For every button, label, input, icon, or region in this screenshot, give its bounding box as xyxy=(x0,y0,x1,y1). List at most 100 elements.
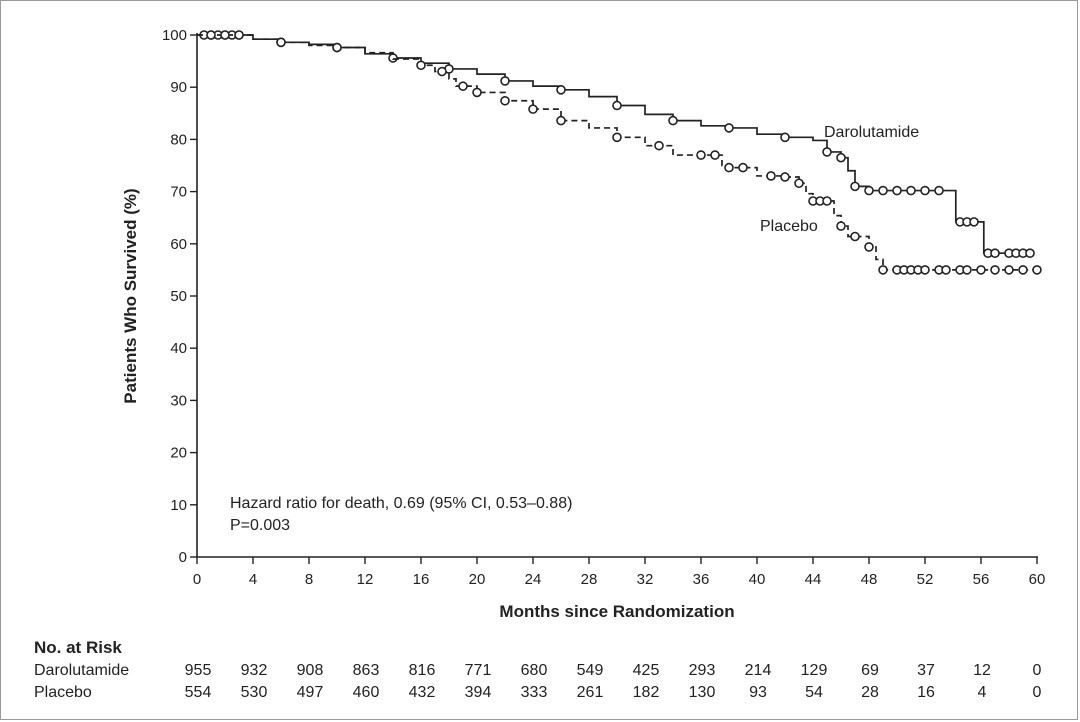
risk-value-darolutamide: 129 xyxy=(801,662,828,679)
censor-mark-placebo xyxy=(276,37,286,48)
risk-value-darolutamide: 771 xyxy=(465,662,492,679)
x-tick-label: 8 xyxy=(305,571,313,588)
risk-value-darolutamide: 863 xyxy=(353,662,380,679)
censor-mark-placebo xyxy=(976,265,986,275)
risk-value-placebo: 54 xyxy=(805,684,823,701)
risk-value-darolutamide: 549 xyxy=(577,662,604,679)
censor-mark-placebo xyxy=(864,242,874,252)
x-axis-title: Months since Randomization xyxy=(499,602,734,621)
risk-table-values: 955 932 908 863 816 771 680 549 425 293 214 129 69 37… xyxy=(185,662,1042,701)
y-tick-label: 90 xyxy=(170,79,187,96)
censor-mark-placebo xyxy=(724,162,734,173)
censor-mark-placebo xyxy=(332,42,342,53)
x-tick-label: 0 xyxy=(193,571,201,588)
censor-mark-darolutamide xyxy=(920,185,930,196)
risk-value-placebo: 333 xyxy=(521,684,548,701)
risk-value-placebo: 394 xyxy=(465,684,492,701)
censor-mark-darolutamide xyxy=(388,53,398,63)
x-tick-label: 32 xyxy=(637,571,654,588)
censor-mark-placebo xyxy=(437,66,447,77)
censor-mark-darolutamide xyxy=(668,115,678,126)
series-label-darolutamide: Darolutamide xyxy=(824,124,919,141)
risk-value-darolutamide: 955 xyxy=(185,662,212,679)
risk-value-darolutamide: 0 xyxy=(1033,662,1042,679)
series-line-darolutamide xyxy=(197,34,1030,255)
hazard-ratio-annotation: Hazard ratio for death, 0.69 (95% CI, 0.… xyxy=(230,495,572,512)
censor-mark-darolutamide xyxy=(612,100,622,111)
censor-mark-placebo xyxy=(780,172,790,182)
risk-value-placebo: 16 xyxy=(917,684,935,701)
risk-value-darolutamide: 37 xyxy=(917,662,935,679)
x-tick-label: 60 xyxy=(1029,571,1046,588)
x-tick-label: 48 xyxy=(861,571,878,588)
censor-mark-placebo xyxy=(962,265,972,275)
y-tick-label: 80 xyxy=(170,131,187,148)
censor-mark-placebo xyxy=(1004,265,1014,275)
y-tick-label: 30 xyxy=(170,392,187,409)
censor-mark-darolutamide xyxy=(934,185,944,196)
risk-value-darolutamide: 214 xyxy=(745,662,772,679)
censor-mark-placebo xyxy=(794,178,804,189)
risk-value-darolutamide: 816 xyxy=(409,662,436,679)
risk-value-darolutamide: 69 xyxy=(861,662,879,679)
plot-area xyxy=(197,30,1042,275)
censor-mark-placebo xyxy=(1018,265,1028,275)
censor-mark-darolutamide xyxy=(969,217,979,227)
censor-mark-darolutamide xyxy=(780,132,790,143)
risk-value-darolutamide: 680 xyxy=(521,662,548,679)
x-tick-label: 4 xyxy=(249,571,257,588)
censor-mark-placebo xyxy=(990,265,1000,275)
x-tick-label: 20 xyxy=(469,571,486,588)
x-tick-label: 56 xyxy=(973,571,990,588)
censor-mark-darolutamide xyxy=(990,248,1000,258)
risk-value-placebo: 130 xyxy=(689,684,716,701)
y-tick-label: 40 xyxy=(170,340,187,357)
x-tick-label: 36 xyxy=(693,571,710,588)
censor-mark-darolutamide xyxy=(556,85,566,95)
y-axis-title: Patients Who Survived (%) xyxy=(121,188,140,403)
censor-mark-placebo xyxy=(941,265,951,275)
censor-mark-darolutamide xyxy=(836,152,846,163)
y-tick-label: 100 xyxy=(162,27,187,44)
censor-mark-placebo xyxy=(528,104,538,114)
y-tick-label: 0 xyxy=(179,549,187,566)
x-tick-label: 12 xyxy=(357,571,374,588)
censor-mark-darolutamide xyxy=(878,185,888,196)
risk-table-title: No. at Risk xyxy=(34,638,122,657)
risk-value-darolutamide: 425 xyxy=(633,662,660,679)
risk-value-placebo: 554 xyxy=(185,684,212,701)
y-tick-label: 10 xyxy=(170,497,187,514)
censor-mark-placebo xyxy=(1032,265,1042,275)
censor-mark-darolutamide xyxy=(724,123,734,133)
x-tick-label: 16 xyxy=(413,571,430,588)
risk-value-placebo: 261 xyxy=(577,684,604,701)
censor-mark-darolutamide xyxy=(864,185,874,196)
censor-mark-placebo xyxy=(416,60,426,71)
censor-mark-placebo xyxy=(234,30,244,40)
risk-value-placebo: 4 xyxy=(978,684,987,701)
x-tick-label: 44 xyxy=(805,571,822,588)
censor-mark-placebo xyxy=(612,132,622,143)
risk-value-placebo: 530 xyxy=(241,684,268,701)
risk-value-darolutamide: 932 xyxy=(241,662,268,679)
censor-mark-placebo xyxy=(556,115,566,126)
censor-mark-placebo xyxy=(206,30,216,40)
y-tick-label: 60 xyxy=(170,236,187,253)
censor-mark-darolutamide xyxy=(906,185,916,196)
censor-mark-placebo xyxy=(696,150,706,160)
risk-value-darolutamide: 908 xyxy=(297,662,324,679)
censor-mark-placebo xyxy=(878,265,888,275)
censor-mark-darolutamide xyxy=(850,181,860,192)
censor-mark-placebo xyxy=(836,221,846,231)
x-tick-label: 28 xyxy=(581,571,598,588)
censor-mark-placebo xyxy=(500,95,510,106)
series-line-placebo xyxy=(197,34,1037,271)
risk-row-label-placebo: Placebo xyxy=(34,684,92,701)
censor-mark-darolutamide xyxy=(1025,248,1035,258)
censor-mark-placebo xyxy=(822,196,832,206)
censor-mark-darolutamide xyxy=(822,147,832,157)
y-tick-label: 50 xyxy=(170,288,187,305)
censor-mark-placebo xyxy=(766,171,776,181)
